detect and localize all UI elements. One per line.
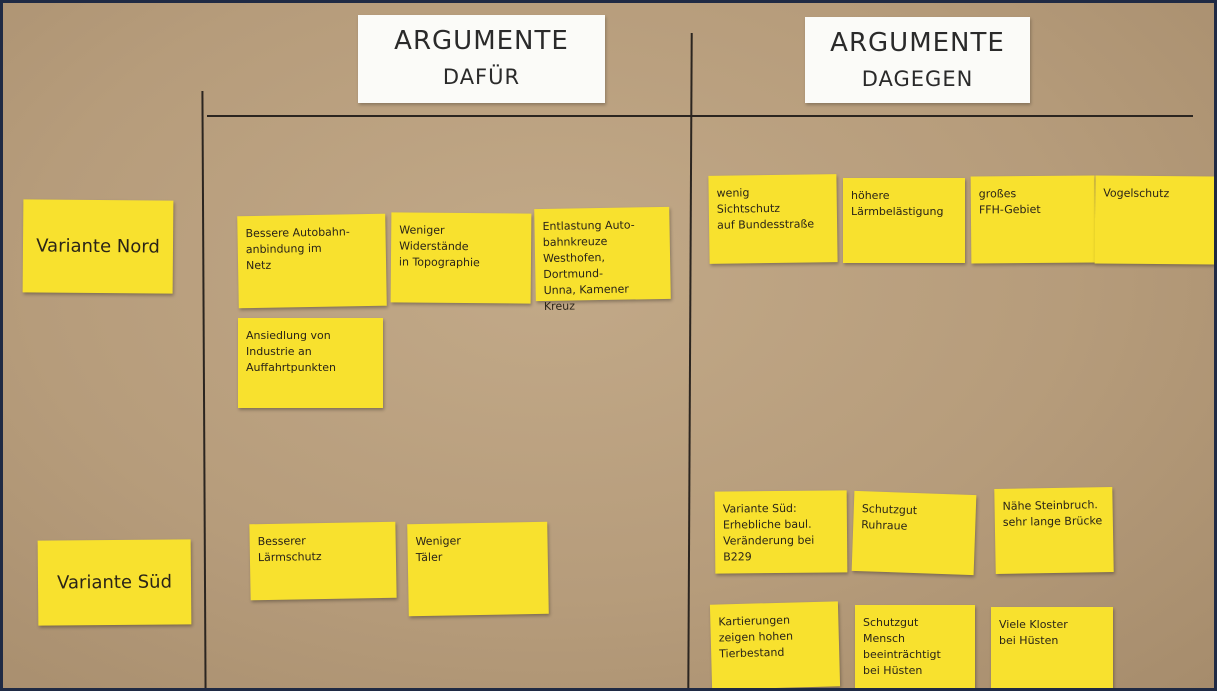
- column-header: ARGUMENTE DAGEGEN: [805, 17, 1030, 103]
- note-line: Unna, Kamener Kreuz: [543, 282, 629, 314]
- note-line: Industrie an: [246, 345, 312, 358]
- sticky-note: höhere Lärmbelästigung: [843, 178, 965, 263]
- header-title: ARGUMENTE: [394, 26, 569, 56]
- note-line: Mensch beeinträchtigt: [863, 632, 941, 661]
- note-line: Lärmschutz: [257, 550, 322, 565]
- header-title: ARGUMENTE: [830, 28, 1005, 58]
- sticky-note: Besserer Lärmschutz: [249, 521, 397, 601]
- sticky-note: Weniger Widerstände in Topographie: [390, 212, 532, 304]
- sticky-note: Variante Süd: Erhebliche baul. Veränderung…: [714, 490, 848, 574]
- divider-line: [207, 115, 1193, 117]
- note-line: Schutzgut: [863, 616, 919, 629]
- column-header: ARGUMENTE DAFÜR: [358, 15, 605, 103]
- note-line: Weniger: [399, 223, 445, 237]
- note-line: Viele Kloster: [999, 618, 1068, 631]
- note-line: Nähe Steinbruch.: [1002, 498, 1098, 513]
- note-line: Ansiedlung von: [246, 329, 331, 342]
- sticky-note: Vogelschutz: [1094, 175, 1214, 265]
- note-line: Sichtschutz: [716, 201, 781, 216]
- note-line: großes: [978, 187, 1017, 201]
- row-label: Variante Nord: [22, 199, 174, 294]
- note-line: FFH-Gebiet: [978, 202, 1041, 217]
- sticky-note: Entlastung Auto-bahnkreuze Westhofen, Dor…: [534, 206, 671, 313]
- sticky-note: Schutzgut Ruhraue: [851, 490, 977, 576]
- note-line: Tierbestand: [719, 645, 785, 661]
- note-line: Westhofen, Dortmund-: [542, 250, 606, 282]
- header-subtitle: DAFÜR: [442, 65, 521, 89]
- note-line: Veränderung bei: [723, 533, 815, 548]
- sticky-note: Nähe Steinbruch. sehr lange Brücke: [994, 486, 1114, 575]
- sticky-note: Viele Kloster bei Hüsten: [991, 607, 1113, 688]
- note-line: Netz: [245, 258, 272, 273]
- note-line: Erhebliche baul.: [722, 517, 812, 532]
- sticky-note: Ansiedlung von Industrie an Auffahrtpunkte…: [238, 318, 383, 408]
- divider-line: [201, 90, 207, 688]
- note-line: Ruhraue: [861, 518, 908, 533]
- header-subtitle: DAGEGEN: [861, 67, 974, 91]
- sticky-note: wenig Sichtschutz auf Bundesstraße: [708, 174, 838, 264]
- sticky-note: großes FFH-Gebiet: [970, 175, 1096, 264]
- note-line: Auffahrtpunkten: [246, 361, 336, 374]
- row-label: Variante Süd: [37, 539, 192, 626]
- note-line: sehr lange Brücke: [1002, 514, 1103, 529]
- note-line: in Topographie: [398, 255, 480, 270]
- sticky-note: Bessere Autobahn-anbindung im Netz: [237, 213, 387, 309]
- sticky-note: Kartierungen zeigen hohen Tierbestand: [709, 601, 841, 688]
- sticky-note: Schutzgut Mensch beeinträchtigt bei Hüsten: [855, 605, 975, 688]
- note-line: Variante Süd:: [722, 501, 797, 516]
- note-line: Täler: [415, 550, 443, 565]
- note-line: auf Bundesstraße: [716, 217, 815, 232]
- sticky-note: Weniger Täler: [407, 521, 549, 617]
- note-line: Widerstände: [399, 239, 469, 254]
- note-line: B229: [723, 550, 752, 564]
- note-line: Lärmbelästigung: [851, 205, 944, 218]
- note-line: höhere: [851, 189, 890, 202]
- note-line: Vogelschutz: [1103, 186, 1170, 201]
- divider-line: [687, 32, 693, 688]
- note-line: bei Hüsten: [863, 664, 923, 677]
- note-line: wenig: [716, 186, 750, 200]
- note-line: bei Hüsten: [999, 634, 1059, 647]
